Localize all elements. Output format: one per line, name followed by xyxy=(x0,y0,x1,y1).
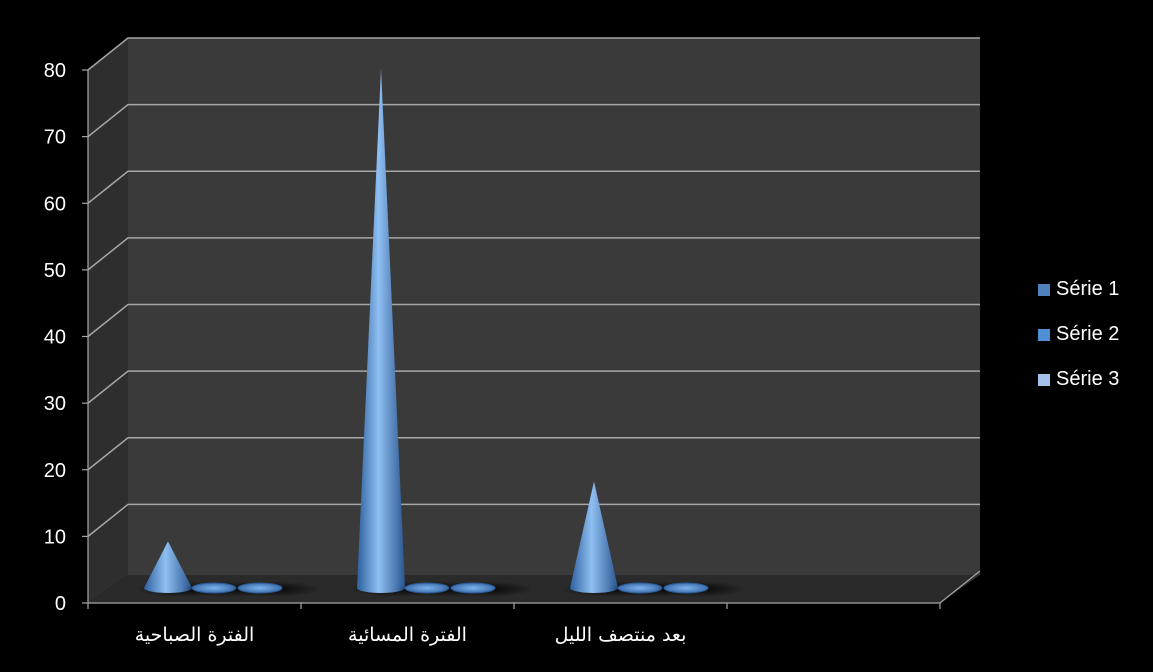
y-axis-tick-labels: 0 10 20 30 40 50 60 70 80 xyxy=(44,60,66,615)
gridline xyxy=(87,303,980,338)
chart-floor xyxy=(88,575,980,603)
y-tick-label: 60 xyxy=(44,193,66,215)
x-category-label: بعد منتصف الليل xyxy=(555,624,687,646)
gridlines xyxy=(87,37,980,537)
legend-swatch-series-3 xyxy=(1038,373,1050,386)
cone-série-1-2 xyxy=(570,481,618,593)
gridline xyxy=(87,237,980,271)
legend-item-series-1: Série 1 xyxy=(1038,276,1119,303)
legend-item-series-3: Série 3 xyxy=(1038,366,1119,393)
gridline xyxy=(87,437,980,471)
cone-série-1-0 xyxy=(144,541,192,593)
y-tick-label: 10 xyxy=(44,526,66,548)
legend: Série 1 Série 2 Série 3 xyxy=(1038,276,1119,411)
gridline xyxy=(87,37,980,71)
x-category-label: الفترة المسائية xyxy=(348,624,467,646)
y-tick-label: 30 xyxy=(44,393,66,415)
cone-série-3-2 xyxy=(663,582,709,594)
gridline xyxy=(87,503,980,537)
gridline xyxy=(87,370,980,404)
y-tick-label: 50 xyxy=(44,260,66,282)
gridline xyxy=(87,170,980,204)
legend-label-series-1: Série 1 xyxy=(1056,278,1120,300)
x-category-label: الفترة الصباحية xyxy=(135,624,255,646)
chart-marks xyxy=(136,68,746,597)
cone-série-3-0 xyxy=(237,582,283,594)
y-tick-label: 70 xyxy=(44,127,66,149)
cone-série-1-1 xyxy=(357,68,405,593)
x-axis-category-labels: الفترة الصباحية الفترة المسائية بعد منتصف … xyxy=(135,624,687,646)
y-tick-label: 80 xyxy=(44,60,66,82)
legend-swatch-series-2 xyxy=(1038,328,1050,341)
y-tick-label: 20 xyxy=(44,460,66,482)
cone-série-3-1 xyxy=(450,582,496,594)
legend-item-series-2: Série 2 xyxy=(1038,321,1119,348)
gridline xyxy=(87,103,980,138)
legend-swatch-series-1 xyxy=(1038,283,1050,296)
chart-back-wall xyxy=(128,38,980,575)
legend-label-series-3: Série 3 xyxy=(1056,368,1120,390)
y-tick-label: 40 xyxy=(44,327,66,349)
x-axis-tick-marks xyxy=(87,603,941,609)
y-tick-label: 0 xyxy=(55,593,66,615)
legend-label-series-2: Série 2 xyxy=(1056,323,1120,345)
